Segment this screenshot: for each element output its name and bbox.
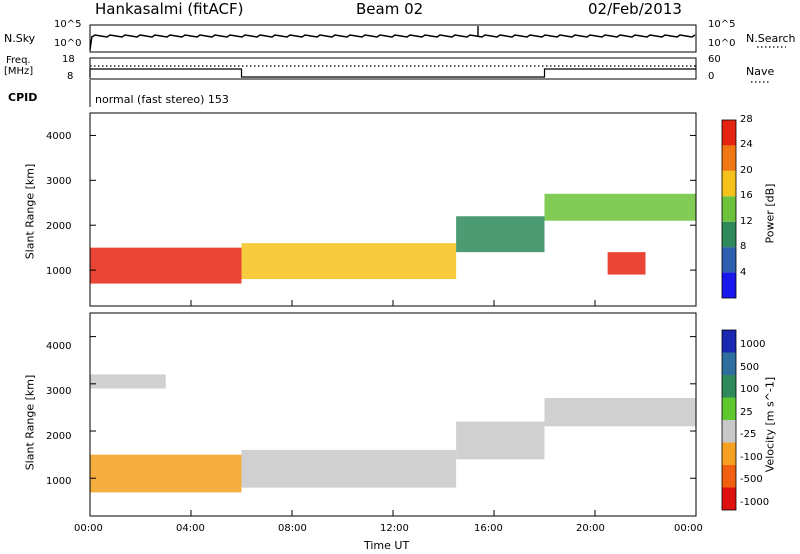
vel-ylabel: Slant Range [km] — [23, 374, 37, 471]
velocity-colorbar-tick-7: -1000 — [740, 496, 770, 508]
power-colorbar-seg-1 — [722, 247, 736, 273]
beam-title: Beam 02 — [356, 0, 424, 18]
velocity-colorbar-label: Velocity [m s^-1] — [763, 376, 777, 473]
station-title: Hankasalmi (fitACF) — [95, 0, 244, 18]
power-ytick-3000: 3000 — [46, 176, 72, 187]
cpid-program: normal (fast stereo) 153 — [95, 93, 229, 106]
xaxis-label: Time UT — [364, 539, 410, 552]
power-colorbar-tick-3: 16 — [740, 190, 753, 202]
velocity-colorbar-seg-5 — [722, 442, 736, 465]
nave-tick-top: 60 — [708, 54, 721, 65]
xtick-1: 04:00 — [176, 523, 205, 534]
power-colorbar-tick-2: 12 — [740, 215, 753, 227]
power-colorbar-seg-5 — [722, 145, 736, 171]
xtick-0: 00:00 — [74, 523, 103, 534]
date-title: 02/Feb/2013 — [588, 0, 682, 18]
freq-label-line2: [MHz] — [4, 66, 34, 77]
power-echo-band-3 — [544, 193, 696, 221]
vel-ytick-3000: 3000 — [46, 386, 72, 397]
power-colorbar-tick-5: 24 — [740, 139, 753, 151]
xtick-3: 12:00 — [380, 523, 409, 534]
power-ytick-4000: 4000 — [46, 131, 72, 142]
velocity-colorbar-tick-6: -500 — [740, 474, 763, 486]
velocity-colorbar-seg-3 — [722, 397, 736, 420]
noise-right-tick-top: 10^5 — [708, 19, 736, 30]
freq-label-line1: Freq. — [6, 55, 31, 66]
velocity-colorbar-seg-6 — [722, 465, 736, 488]
cpid-label: CPID — [8, 91, 38, 104]
xtick-6: 00:00 — [674, 523, 703, 534]
power-echo-band-2 — [456, 216, 545, 253]
xtick-5: 20:00 — [576, 523, 605, 534]
velocity-colorbar-frame — [721, 329, 737, 511]
power-echo-band-4 — [607, 252, 646, 275]
freq-line — [89, 68, 696, 78]
velocity-echo-band-4 — [90, 374, 166, 389]
freq-tick-bottom: 8 — [67, 71, 74, 82]
velocity-echo-band-1 — [241, 449, 457, 488]
noise-left-tick-top: 10^5 — [54, 19, 82, 30]
velocity-echo-band-0 — [90, 454, 242, 493]
velocity-colorbar-tick-0: 1000 — [740, 339, 766, 351]
velocity-colorbar-tick-3: 25 — [740, 406, 753, 418]
power-ytick-1000: 1000 — [46, 266, 72, 277]
noise-right-label: N.Search — [746, 32, 796, 45]
velocity-echo-band-3 — [544, 397, 696, 427]
velocity-colorbar-tick-1: 500 — [740, 361, 760, 373]
power-colorbar-tick-4: 20 — [740, 164, 753, 176]
power-colorbar-seg-3 — [722, 196, 736, 222]
vel-ytick-1000: 1000 — [46, 476, 72, 487]
power-ytick-2000: 2000 — [46, 221, 72, 232]
power-colorbar-seg-2 — [722, 221, 736, 248]
velocity-colorbar-tick-4: -25 — [740, 429, 757, 441]
power-colorbar-seg-4 — [722, 170, 736, 197]
velocity-colorbar-tick-2: 100 — [740, 384, 760, 396]
velocity-colorbar-seg-0 — [722, 330, 736, 353]
power-colorbar-tick-1: 8 — [740, 241, 747, 253]
noise-sky-line — [89, 34, 696, 51]
power-ylabel: Slant Range [km] — [23, 163, 37, 260]
xtick-4: 16:00 — [474, 523, 503, 534]
power-colorbar-label: Power [dB] — [763, 183, 777, 244]
power-colorbar-seg-6 — [722, 120, 736, 146]
vel-ytick-4000: 4000 — [46, 341, 72, 352]
velocity-colorbar-tick-5: -100 — [740, 451, 763, 463]
velocity-colorbar-seg-1 — [722, 352, 736, 375]
velocity-echo-band-2 — [456, 421, 545, 460]
nave-tick-bottom: 0 — [708, 71, 715, 82]
power-colorbar-tick-0: 4 — [740, 266, 747, 278]
noise-left-tick-bottom: 10^0 — [54, 38, 82, 49]
noise-left-label: N.Sky — [4, 32, 36, 45]
noise-right-tick-bottom: 10^0 — [708, 38, 736, 49]
noise-panel-frame — [89, 24, 697, 53]
power-colorbar-seg-0 — [722, 272, 736, 298]
power-echo-band-1 — [241, 243, 457, 280]
velocity-colorbar-seg-4 — [722, 420, 736, 443]
vel-ytick-2000: 2000 — [46, 431, 72, 442]
power-colorbar-frame — [721, 119, 737, 299]
freq-tick-top: 18 — [62, 54, 75, 65]
xtick-2: 08:00 — [278, 523, 307, 534]
nave-label: Nave — [746, 65, 775, 78]
velocity-colorbar-seg-7 — [722, 487, 736, 510]
power-colorbar-tick-6: 28 — [740, 114, 753, 125]
power-echo-band-0 — [90, 247, 242, 284]
velocity-colorbar-seg-2 — [722, 375, 736, 398]
